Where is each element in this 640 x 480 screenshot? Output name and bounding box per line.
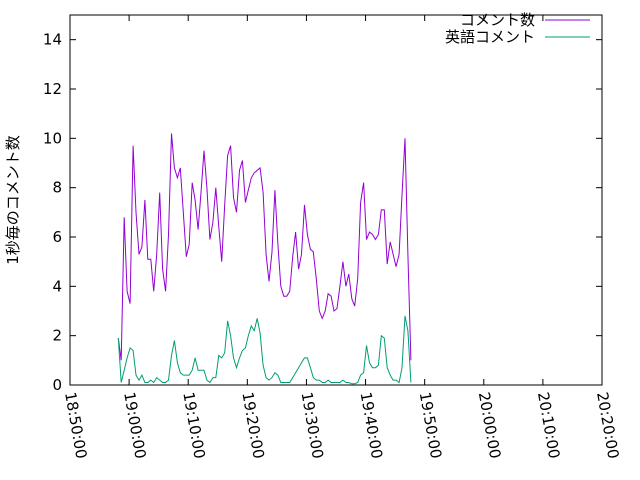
x-tick-label: 20:00:00 — [475, 391, 504, 460]
x-tick-label: 20:20:00 — [593, 391, 622, 460]
y-tick-label: 12 — [43, 80, 62, 98]
x-tick-label: 19:00:00 — [120, 391, 149, 460]
y-tick-label: 0 — [52, 376, 62, 394]
x-tick-label: 19:50:00 — [416, 391, 445, 460]
x-tick-label: 18:50:00 — [61, 391, 90, 460]
x-tick-label: 19:20:00 — [238, 391, 267, 460]
y-tick-label: 8 — [52, 179, 62, 197]
x-tick-label: 20:10:00 — [534, 391, 563, 460]
series-line-0 — [117, 133, 412, 361]
series-lines — [117, 133, 412, 385]
x-tick-labels: 18:50:00 19:00:00 19:10:00 19:20:00 19:30:00… — [61, 391, 622, 460]
x-tick-label: 19:40:00 — [357, 391, 386, 460]
tick-marks — [69, 15, 603, 386]
y-tick-label: 4 — [52, 277, 62, 295]
plot-frame — [69, 14, 603, 386]
legend-label-1: 英語コメント — [445, 28, 535, 46]
y-axis-label: 1秒毎のコメント数 — [4, 135, 22, 265]
x-tick-label: 19:10:00 — [179, 391, 208, 460]
y-tick-labels: 0 2 4 6 8 10 12 14 — [43, 31, 62, 394]
y-tick-label: 6 — [52, 228, 62, 246]
y-tick-label: 14 — [43, 31, 62, 49]
x-tick-label: 19:30:00 — [298, 391, 327, 460]
y-tick-label: 2 — [52, 327, 62, 345]
legend-label-0: コメント数 — [460, 11, 535, 29]
series-line-1 — [117, 315, 412, 385]
y-tick-label: 10 — [43, 129, 62, 147]
